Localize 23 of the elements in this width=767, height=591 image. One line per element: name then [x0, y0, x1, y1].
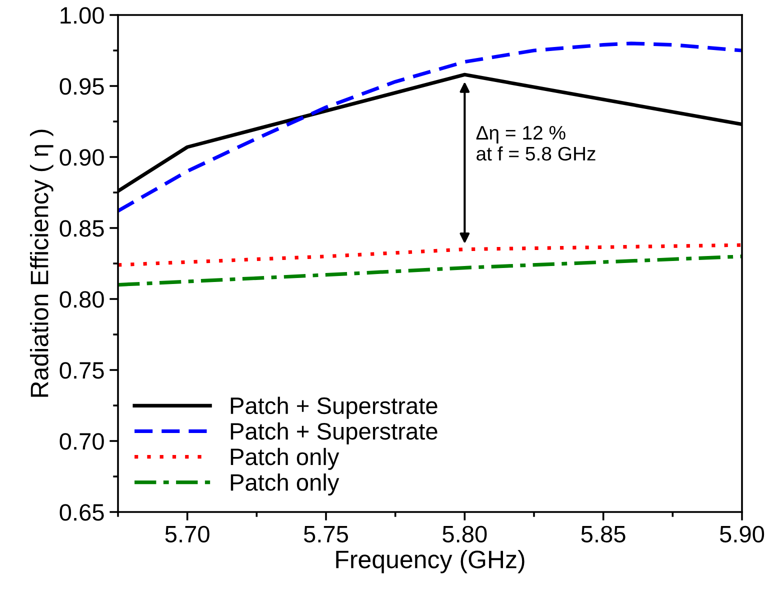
- x-tick-label: 5.85: [581, 526, 626, 543]
- y-tick-label: 0.75: [60, 362, 104, 379]
- annotation: Δη = 12 % at f = 5.8 GHz: [476, 126, 596, 161]
- legend-label: Patch only: [230, 448, 340, 470]
- y-tick-label: 0.65: [60, 504, 104, 521]
- y-tick-label: 0.80: [60, 291, 104, 308]
- y-tick-label: 0.85: [60, 220, 104, 237]
- legend-label: Patch + Superstrate: [230, 422, 438, 444]
- x-axis-title: Frequency (GHz): [336, 550, 524, 574]
- line-series: [118, 243, 742, 267]
- x-tick-label: 5.80: [442, 526, 487, 543]
- line-series: [118, 254, 742, 287]
- legend-label: Patch only: [230, 473, 340, 496]
- legend-label: Patch + Superstrate: [230, 396, 438, 419]
- y-tick-label: 1.00: [60, 7, 104, 24]
- x-tick-label: 5.70: [165, 526, 210, 543]
- y-tick-label: 0.90: [60, 149, 104, 166]
- y-axis-title: Radiation Efficiency ( η ): [30, 130, 54, 397]
- line-series: [118, 42, 742, 213]
- x-tick-label: 5.90: [720, 526, 764, 543]
- x-tick-label: 5.75: [304, 526, 348, 543]
- y-tick-label: 0.95: [60, 78, 104, 95]
- y-tick-label: 0.70: [60, 433, 104, 450]
